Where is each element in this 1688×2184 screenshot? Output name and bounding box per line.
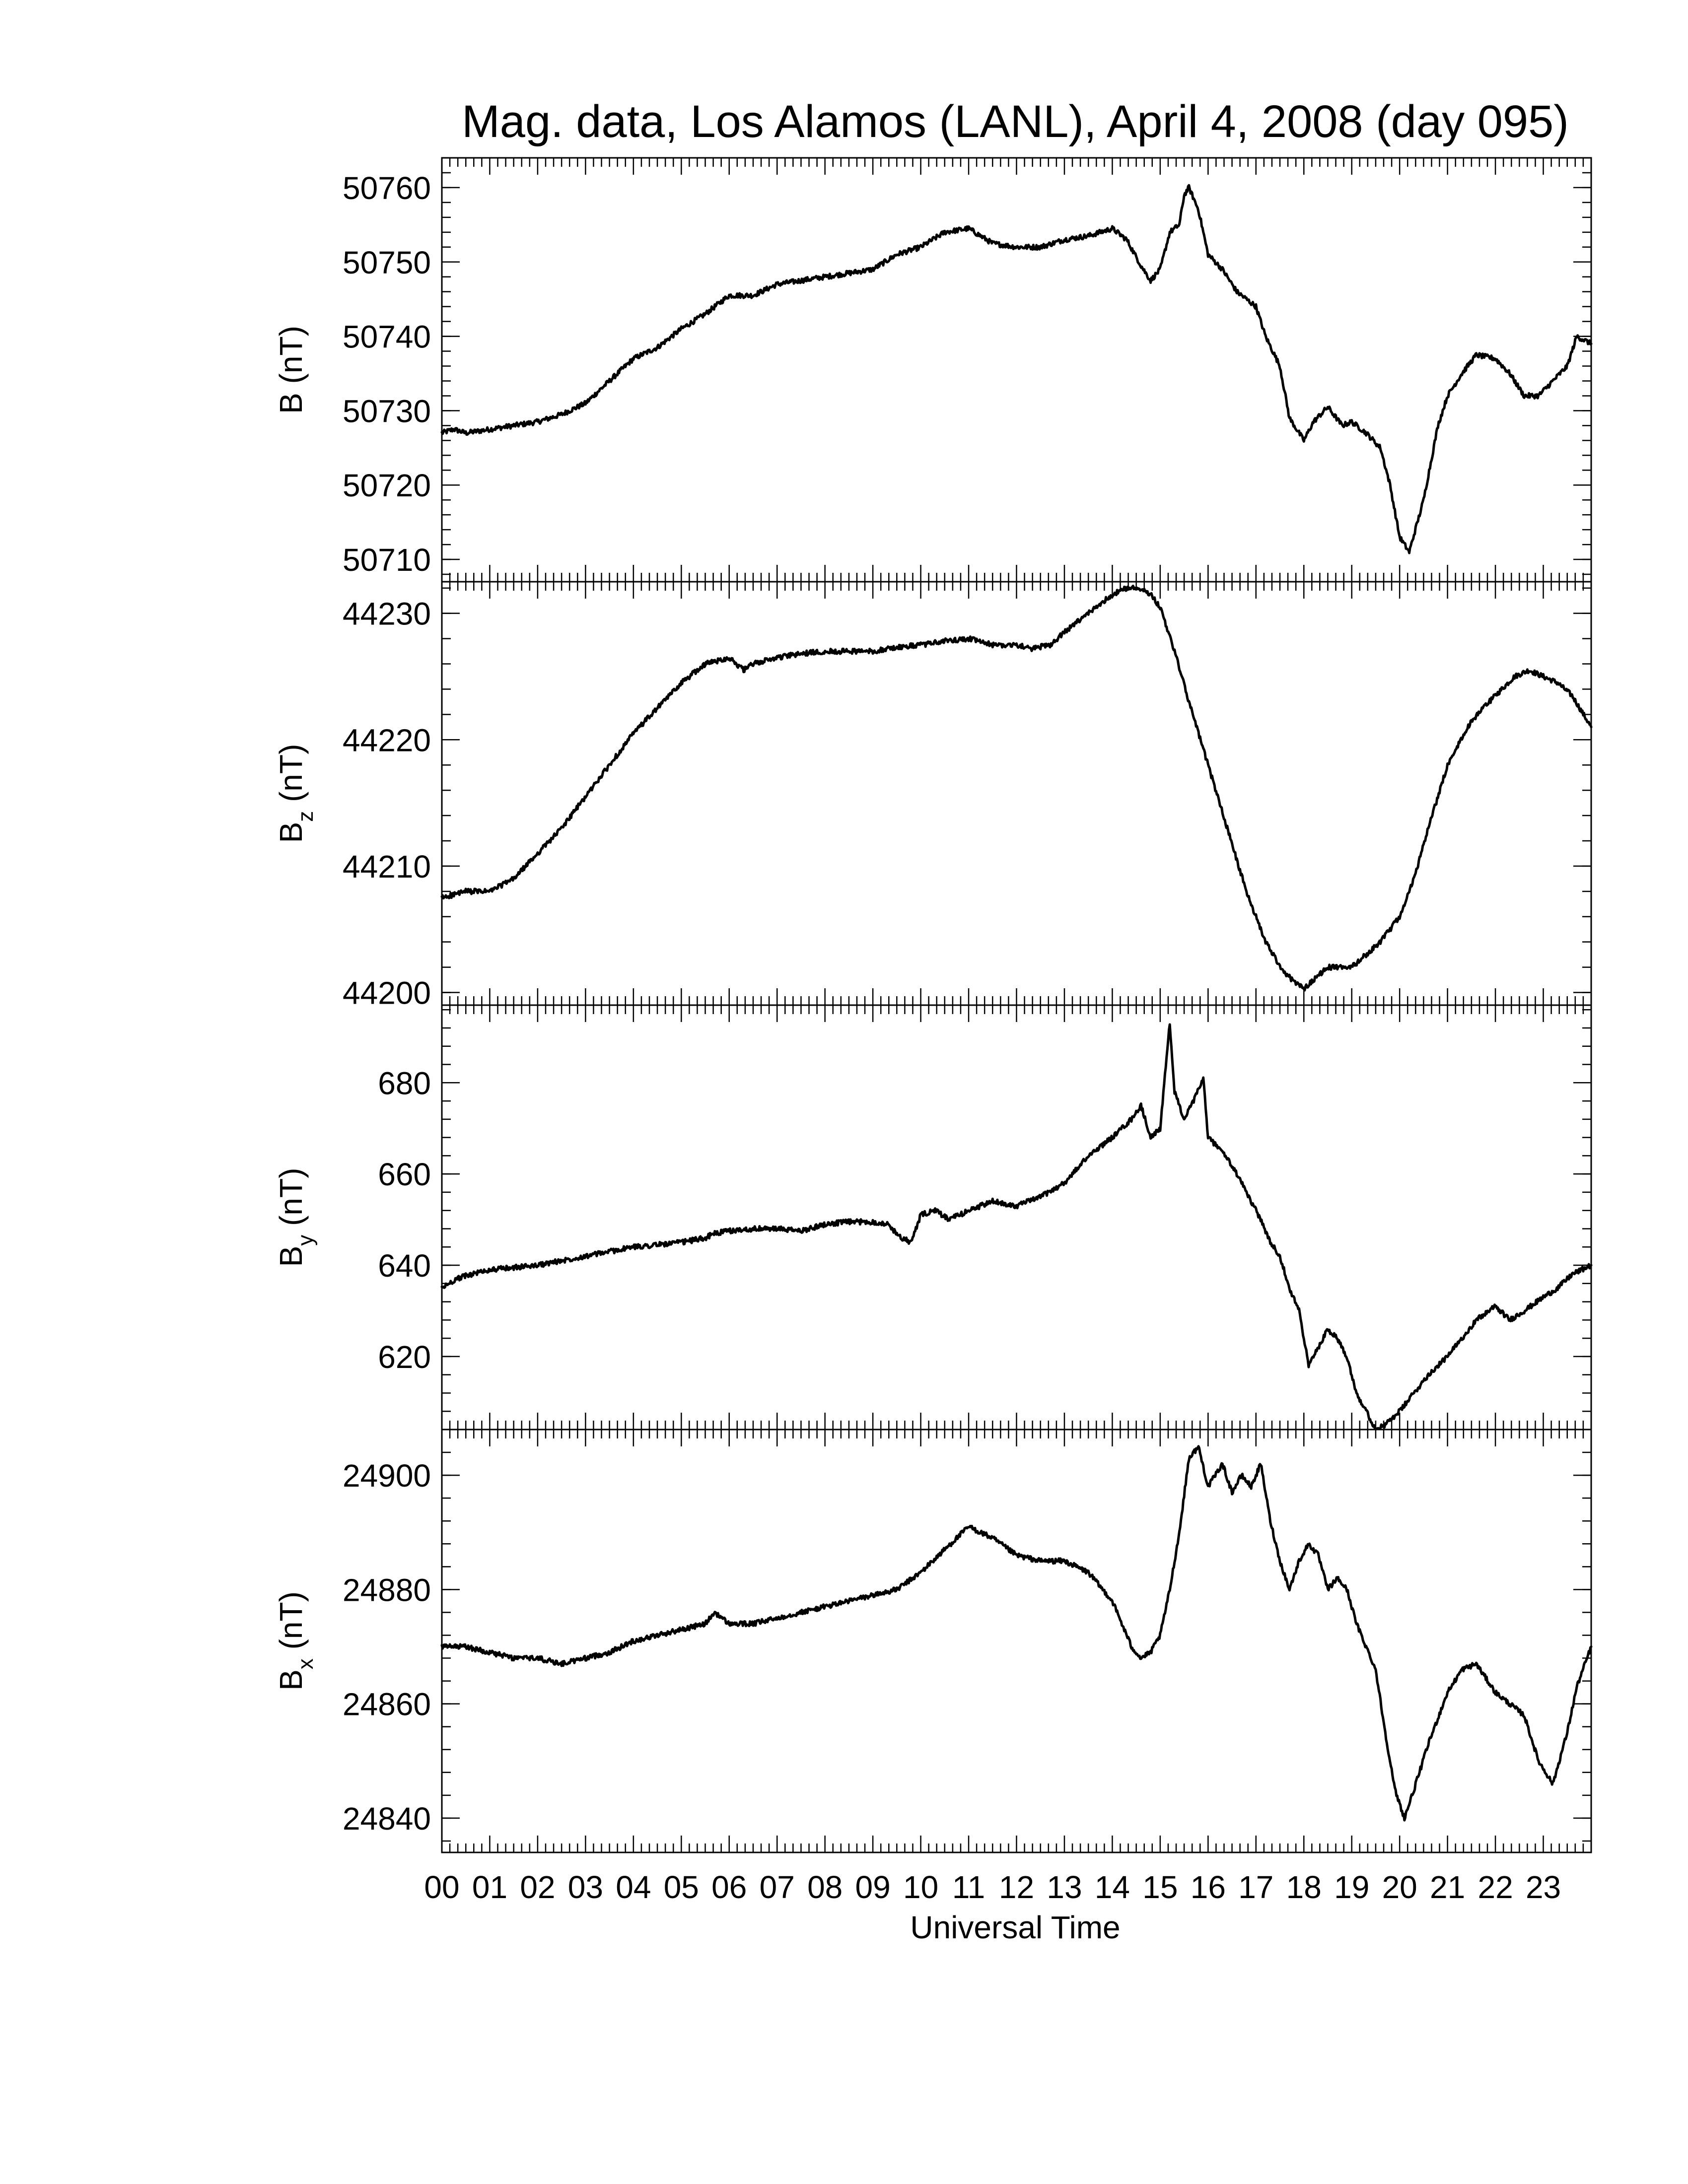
y-tick-label: 50740: [343, 319, 431, 355]
x-tick-label: 04: [616, 1869, 651, 1905]
panel-bz: 44200 44210 44220 44230 Bz (nT): [273, 581, 1593, 1011]
y-axis-label: Bz (nT): [273, 744, 318, 843]
y-tick-label: 660: [378, 1157, 431, 1192]
series-line-bx: [440, 1445, 1593, 1822]
y-tick-label: 24860: [343, 1687, 431, 1722]
y-tick-label: 50760: [343, 170, 431, 206]
y-axis-label: Bx (nT): [273, 1591, 318, 1691]
x-tick-label: 01: [472, 1869, 507, 1905]
x-tick-label: 06: [711, 1869, 747, 1905]
x-tick-label: 02: [520, 1869, 555, 1905]
y-tick-label: 24900: [343, 1458, 431, 1494]
panel-bx: 24840 24860 24880 24900 Bx (nT): [273, 1429, 1593, 1853]
y-tick-label: 50710: [343, 542, 431, 578]
panel-b: 50710 50720 50730 50740 50750 50760 B (nT): [273, 157, 1593, 583]
y-tick-label: 620: [378, 1339, 431, 1375]
x-tick-label: 20: [1382, 1869, 1417, 1905]
x-axis: 00 01 02 03 04 05 06 07 08 09 10 11 12 13 14 15 16 17 18 19…: [424, 1869, 1561, 1905]
y-axis-label: By (nT): [273, 1168, 318, 1267]
y-tick-label: 50720: [343, 468, 431, 503]
panel-frame: [441, 1004, 1592, 1431]
x-tick-label: 19: [1334, 1869, 1369, 1905]
series-line-bz: [440, 584, 1593, 992]
panel-by: 620 640 660 680 By (nT): [273, 1004, 1593, 1431]
y-tick-label: 640: [378, 1248, 431, 1284]
y-tick-label: 680: [378, 1065, 431, 1101]
y-tick-label: 44230: [343, 596, 431, 632]
x-axis-label: Universal Time: [910, 1910, 1120, 1945]
x-tick-label: 16: [1191, 1869, 1226, 1905]
series-line-b: [440, 184, 1593, 554]
x-tick-label: 08: [807, 1869, 843, 1905]
y-tick-label: 50750: [343, 245, 431, 280]
y-tick-label: 24880: [343, 1572, 431, 1608]
y-tick-label: 44220: [343, 722, 431, 758]
x-tick-label: 10: [903, 1869, 938, 1905]
x-tick-label: 13: [1047, 1869, 1082, 1905]
x-tick-label: 14: [1095, 1869, 1130, 1905]
x-tick-label: 17: [1238, 1869, 1273, 1905]
x-tick-label: 09: [855, 1869, 891, 1905]
x-tick-label: 18: [1286, 1869, 1322, 1905]
x-tick-label: 12: [999, 1869, 1034, 1905]
x-tick-label: 00: [424, 1869, 459, 1905]
x-tick-label: 22: [1477, 1869, 1513, 1905]
x-tick-label: 05: [664, 1869, 699, 1905]
x-tick-label: 11: [952, 1869, 985, 1905]
x-tick-label: 03: [568, 1869, 603, 1905]
y-tick-label: 44210: [343, 849, 431, 885]
y-tick-label: 24840: [343, 1801, 431, 1837]
x-tick-label: 07: [760, 1869, 795, 1905]
series-line-by: [440, 1023, 1593, 1430]
y-axis-label: B (nT): [273, 326, 309, 414]
y-tick-label: 44200: [343, 975, 431, 1011]
panels-group: 50710 50720 50730 50740 50750 50760 B (nT) 4420…: [273, 157, 1593, 1853]
x-tick-label: 21: [1430, 1869, 1465, 1905]
panel-frame: [441, 1429, 1592, 1853]
y-tick-label: 50730: [343, 393, 431, 429]
x-tick-label: 15: [1142, 1869, 1178, 1905]
chart-title: Mag. data, Los Alamos (LANL), April 4, 2…: [462, 96, 1569, 147]
x-tick-label: 23: [1526, 1869, 1561, 1905]
